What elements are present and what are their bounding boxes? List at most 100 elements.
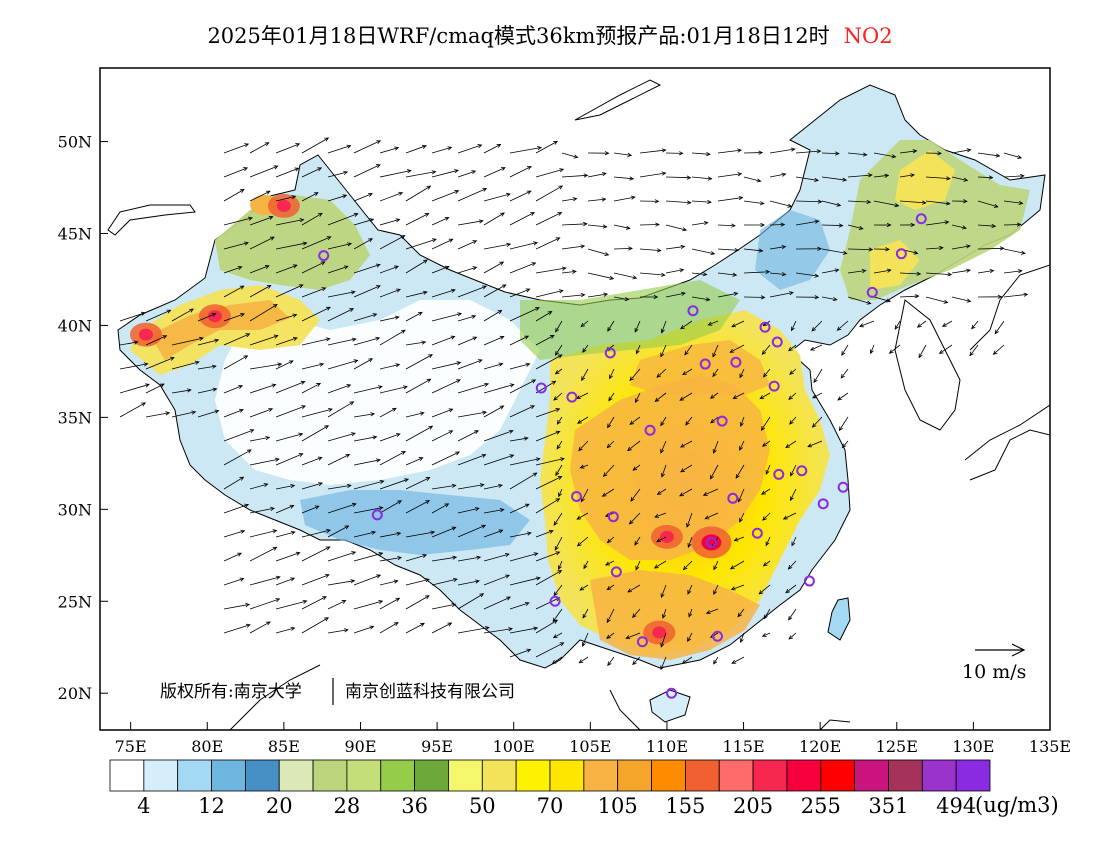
wind-arrowhead: [397, 500, 403, 505]
wind-vector: [971, 320, 979, 330]
wind-arrowhead: [376, 458, 381, 463]
wind-vector: [223, 552, 242, 562]
wind-vector: [661, 320, 667, 333]
wind-vector: [223, 355, 248, 370]
wind-vector: [405, 238, 437, 250]
wind-vector: [899, 200, 926, 204]
wind-arrowhead: [275, 598, 281, 603]
wind-vector: [353, 218, 374, 226]
wind-vector: [977, 176, 993, 179]
wind-vector: [942, 320, 953, 327]
wind-vector: [509, 379, 536, 394]
wind-arrowhead: [682, 227, 688, 232]
wind-arrowhead: [811, 423, 817, 428]
wind-arrowhead: [343, 628, 349, 633]
wind-vector: [353, 140, 381, 154]
wind-vector: [795, 150, 821, 154]
wind-arrowhead: [788, 346, 793, 352]
wind-arrowhead: [762, 516, 767, 521]
wind-vector: [632, 464, 641, 471]
wind-arrowhead: [471, 314, 477, 319]
wind-arrowhead: [212, 387, 218, 392]
wind-vector: [301, 482, 323, 490]
colorbar-label: 50: [469, 794, 496, 818]
wind-vector: [821, 176, 847, 181]
wind-arrowhead: [275, 575, 281, 580]
wind-vector: [509, 212, 535, 226]
wind-arrowhead: [326, 306, 331, 311]
wind-vector: [735, 464, 745, 479]
wind-arrowhead: [444, 503, 450, 508]
wind-vector: [509, 307, 540, 322]
wind-arrowhead: [654, 397, 660, 402]
wind-vector: [738, 488, 745, 502]
wind-arrowhead: [444, 216, 450, 221]
city-marker: [610, 566, 622, 578]
colorbar-swatch: [888, 759, 923, 792]
wind-arrowhead: [606, 618, 611, 624]
wind-vector: [821, 248, 847, 254]
wind-arrowhead: [299, 218, 305, 223]
wind-arrowhead: [555, 471, 560, 477]
wind-vector: [483, 430, 513, 442]
wind-arrowhead: [662, 613, 666, 619]
wind-arrowhead: [939, 245, 944, 251]
colorbar-swatch: [651, 759, 686, 792]
wind-arrowhead: [834, 268, 840, 273]
wind-arrowhead: [992, 350, 998, 355]
wind-vector: [769, 200, 792, 207]
city-marker: [318, 250, 330, 262]
wind-arrowhead: [290, 483, 296, 489]
wind-arrowhead: [530, 212, 535, 216]
wind-vector: [762, 440, 771, 447]
colorbar-swatch: [921, 759, 957, 792]
colorbar-unit: (ug/m3): [975, 793, 1059, 817]
wind-arrowhead: [324, 137, 330, 142]
wind-vector: [379, 147, 399, 154]
city-marker: [866, 286, 878, 298]
wind-arrowhead: [481, 453, 487, 458]
wind-vector: [763, 560, 771, 567]
hotspot-core: [659, 530, 674, 543]
wind-arrowhead: [243, 355, 249, 360]
wind-vector: [791, 320, 797, 331]
wind-arrowhead: [813, 378, 818, 384]
wind-vector: [353, 337, 380, 346]
wind-arrowhead: [471, 170, 477, 175]
wind-arrowhead: [317, 456, 323, 461]
wind-arrowhead: [886, 298, 892, 303]
wind-vector: [483, 243, 511, 250]
wind-vector: [405, 354, 433, 370]
wind-vectors: [119, 137, 1029, 671]
wind-vector: [327, 503, 357, 514]
wind-vector: [223, 217, 253, 226]
wind-vector: [249, 285, 271, 298]
wind-arrowhead: [457, 312, 463, 317]
wind-vector: [847, 174, 872, 178]
wind-vector: [483, 553, 510, 562]
wind-vector: [119, 312, 146, 322]
wind-arrowhead: [679, 268, 685, 273]
wind-vector: [762, 512, 771, 521]
wind-vector: [630, 488, 641, 502]
wind-arrowhead: [345, 453, 351, 458]
wind-vector: [554, 536, 563, 551]
wind-vector: [327, 171, 348, 178]
wind-vector: [249, 408, 273, 418]
wind-arrowhead: [472, 336, 478, 341]
wind-vector: [607, 320, 615, 332]
wind-vector: [605, 560, 615, 566]
wind-arrowhead: [781, 245, 787, 250]
wind-vector: [713, 656, 719, 665]
wind-arrowhead: [450, 288, 456, 293]
wind-arrowhead: [451, 602, 457, 607]
wind-vector: [555, 368, 563, 375]
wind-arrowhead: [553, 140, 559, 145]
wind-vector: [1003, 175, 1024, 178]
wind-arrowhead: [425, 500, 431, 505]
wind-vector: [925, 296, 948, 303]
city-marker: [571, 490, 583, 502]
wind-arrowhead: [601, 172, 607, 177]
wind-vector: [1003, 200, 1023, 204]
